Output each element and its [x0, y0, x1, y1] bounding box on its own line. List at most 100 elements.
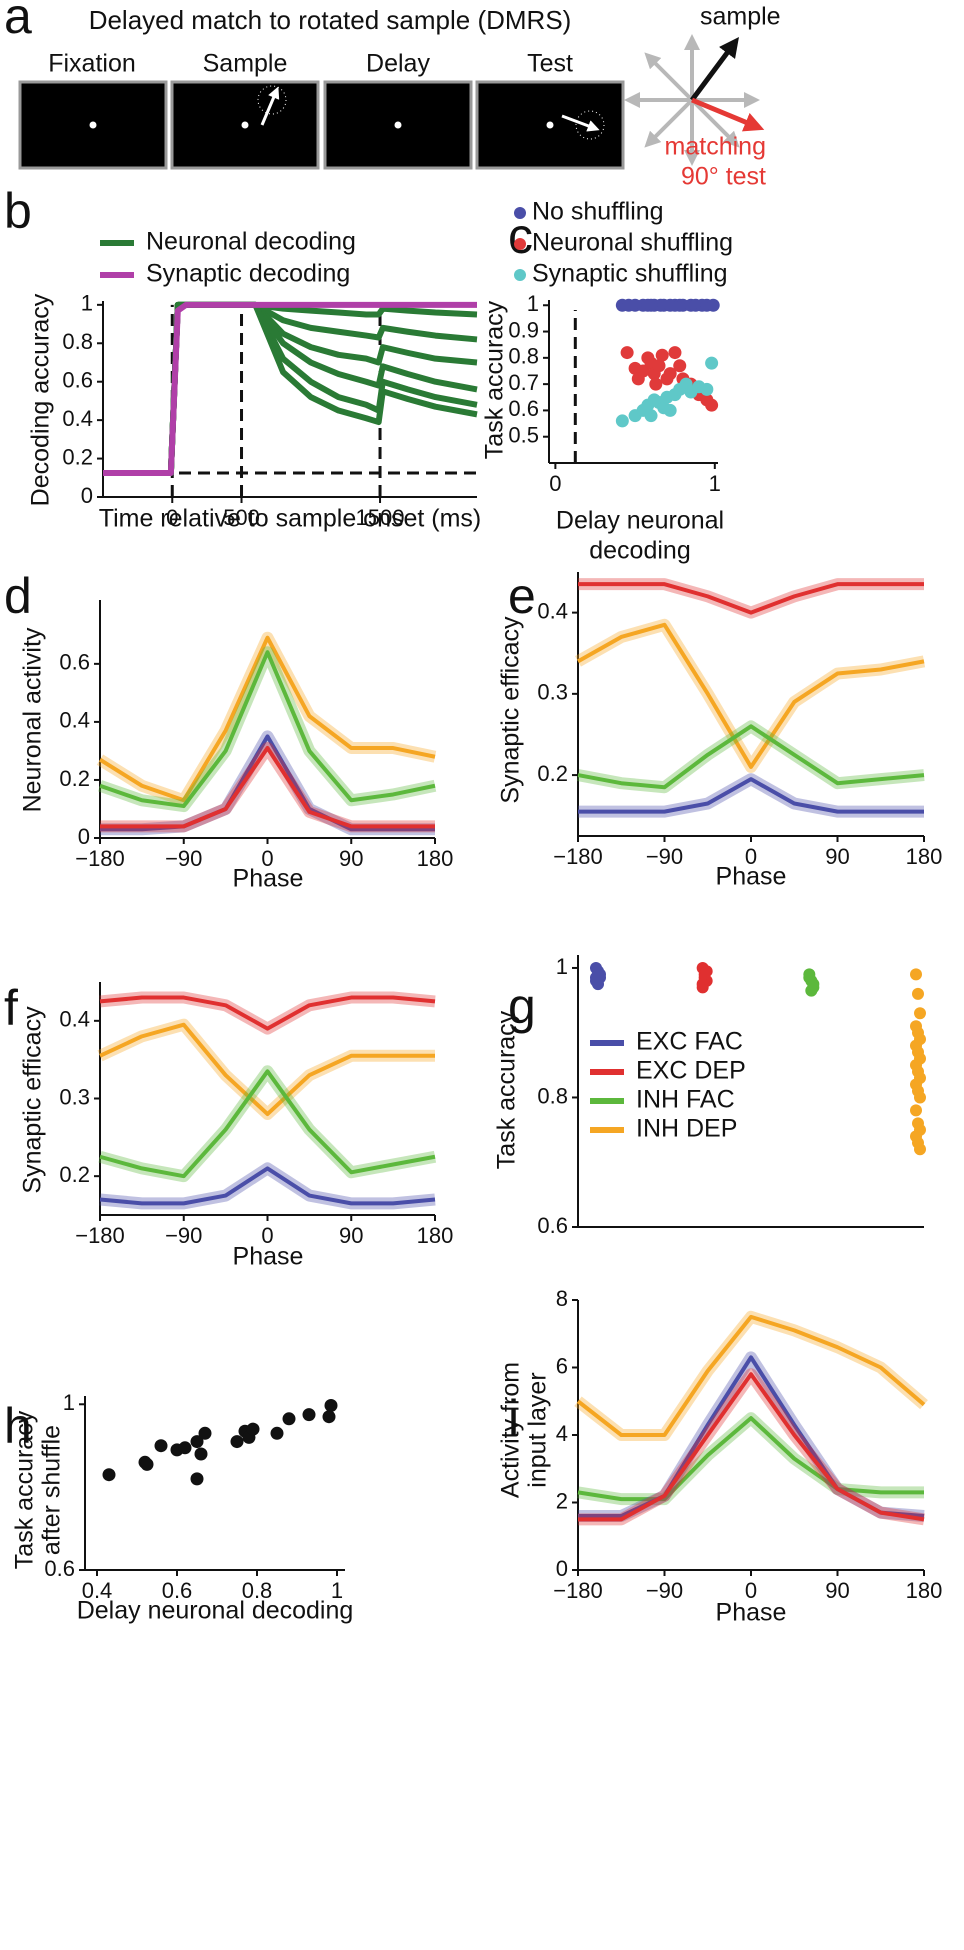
- x-tick-label: 0: [166, 505, 178, 530]
- line-band: [99, 991, 436, 1035]
- y-tick-label: 0.2: [59, 1162, 90, 1187]
- y-tick-label: 0.6: [59, 650, 90, 675]
- panel-label: h: [4, 1398, 32, 1454]
- panel-label: i: [508, 1390, 519, 1446]
- line: [578, 1372, 925, 1522]
- line: [578, 582, 924, 615]
- y-tick-label: 0.2: [62, 444, 93, 469]
- y-tick-label: 0.2: [59, 766, 90, 791]
- x-tick-label: −90: [165, 846, 202, 871]
- point: [705, 398, 719, 412]
- y-tick-label: 0: [81, 483, 93, 508]
- line: [99, 1022, 435, 1117]
- y-tick-label: 0.3: [59, 1084, 90, 1109]
- line-band: [578, 578, 924, 619]
- x-tick-label: 1500: [356, 505, 405, 530]
- x-tick-label: −180: [75, 846, 125, 871]
- legend-label: Synaptic decoding: [146, 260, 350, 288]
- point: [663, 403, 677, 417]
- fixation-dot: [546, 121, 554, 129]
- point: [700, 965, 713, 978]
- y-tick-label: 0: [78, 824, 90, 849]
- point: [190, 1472, 204, 1486]
- panel-label: f: [4, 980, 18, 1036]
- x-tick-label: 90: [825, 1578, 849, 1603]
- arrow-label: matching: [665, 133, 766, 161]
- y-tick-label: 0.5: [508, 423, 539, 448]
- dot-cloud: [257, 85, 287, 115]
- y-tick-label: 1: [556, 954, 568, 979]
- point: [615, 414, 629, 428]
- motion-arrow: [561, 114, 600, 132]
- y-tick-label: 0.8: [508, 344, 539, 369]
- point: [178, 1441, 192, 1455]
- x-axis-label: Phase: [716, 1599, 787, 1627]
- point: [673, 359, 687, 373]
- panel-label: e: [508, 568, 536, 624]
- point: [194, 1447, 208, 1461]
- x-tick-label: 180: [906, 844, 943, 869]
- point: [246, 1422, 260, 1436]
- x-tick-label: 0.4: [82, 1578, 113, 1603]
- x-tick-label: −180: [553, 1578, 603, 1603]
- point: [912, 987, 924, 1000]
- x-tick-label: 0: [261, 846, 273, 871]
- point: [910, 1104, 922, 1117]
- y-tick-label: 1: [63, 1390, 75, 1415]
- y-tick-label: 6: [556, 1353, 568, 1378]
- y-tick-label: 0.8: [62, 329, 93, 354]
- line: [99, 995, 436, 1031]
- epoch-label: Sample: [203, 50, 288, 78]
- line: [577, 622, 925, 769]
- line: [99, 650, 436, 809]
- point: [644, 409, 658, 423]
- point: [198, 1426, 212, 1440]
- y-axis-label: after shuffle: [38, 1425, 66, 1555]
- legend-swatch: [514, 269, 526, 281]
- line-band: [98, 1065, 437, 1183]
- x-tick-label: 1: [709, 471, 721, 496]
- x-tick-label: 0: [745, 844, 757, 869]
- y-axis-label: Task accuracy: [481, 300, 509, 459]
- point: [652, 359, 666, 373]
- point: [706, 298, 720, 312]
- direction-star: [624, 34, 760, 166]
- line: [103, 301, 478, 476]
- point: [140, 1457, 154, 1471]
- x-tick-label: 0: [261, 1223, 273, 1248]
- y-tick-label: 0.6: [508, 396, 539, 421]
- x-tick-label: 0.6: [162, 1578, 193, 1603]
- y-tick-label: 0.8: [537, 1083, 568, 1108]
- y-tick-label: 0.6: [44, 1556, 75, 1581]
- x-axis-label: Phase: [233, 1243, 304, 1271]
- y-tick-label: 1: [81, 291, 93, 316]
- y-axis-label: Decoding accuracy: [27, 293, 55, 506]
- y-tick-label: 0.4: [59, 708, 90, 733]
- line: [103, 301, 477, 476]
- line: [99, 1069, 436, 1179]
- line: [100, 746, 435, 829]
- task-title: Delayed match to rotated sample (DMRS): [89, 5, 572, 35]
- y-tick-label: 0.7: [508, 370, 539, 395]
- x-axis-label: Phase: [716, 863, 787, 891]
- y-tick-label: 0.3: [537, 680, 568, 705]
- x-tick-label: 0.8: [242, 1578, 273, 1603]
- line: [578, 777, 924, 814]
- point: [636, 364, 650, 378]
- y-tick-label: 0.9: [508, 317, 539, 342]
- point: [910, 968, 922, 981]
- legend-label: EXC FAC: [636, 1028, 743, 1056]
- x-tick-label: −180: [75, 1223, 125, 1248]
- y-tick-label: 0.6: [62, 368, 93, 393]
- arrow-label: 90° test: [681, 163, 766, 191]
- panel-label: g: [508, 978, 536, 1034]
- motion-arrow: [260, 86, 280, 126]
- legend-label: Neuronal decoding: [146, 228, 356, 256]
- line: [576, 1314, 926, 1437]
- x-axis-label: Delay neuronal: [556, 507, 724, 535]
- line: [103, 301, 478, 476]
- legend-label: No shuffling: [532, 198, 664, 226]
- x-axis-label: Time relative to sample onset (ms): [99, 505, 482, 533]
- epoch-label: Fixation: [48, 50, 136, 78]
